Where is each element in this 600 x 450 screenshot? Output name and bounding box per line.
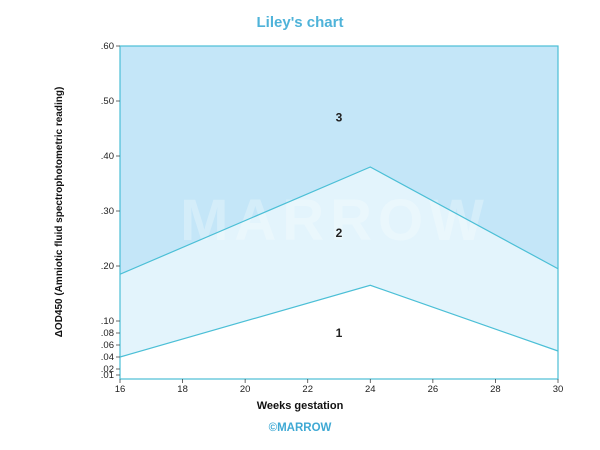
x-tick-label-24: 24 [365,384,376,395]
x-tick-label-16: 16 [115,384,126,395]
y-tick-label-.40: .40 [101,151,114,162]
copyright-text: ©MARROW [269,422,332,434]
y-tick-label-.06: .06 [101,340,114,351]
boundary-lines [119,166,559,358]
zone-label-3: 3 [336,111,343,125]
x-tick-label-28: 28 [490,384,501,395]
x-tick-label-30: 30 [553,384,564,395]
zone-label-1: 1 [336,326,343,340]
plot-frame [119,45,559,380]
y-tick-label-.02: .02 [101,364,114,375]
x-tick-label-26: 26 [428,384,439,395]
x-axis-label: Weeks gestation [257,400,344,412]
y-tick-label-.60: .60 [101,41,114,52]
y-tick-label-.10: .10 [101,316,114,327]
zone-3-fill [120,46,558,275]
x-tick-label-22: 22 [302,384,313,395]
zone-2-fill [120,167,558,357]
y-tick-label-.20: .20 [101,261,114,272]
zone-label-2: 2 [336,226,343,240]
x-tick-label-18: 18 [177,384,188,395]
y-tick-label-.01: .01 [101,370,114,381]
y-axis-ticks: .01.02.04.06.08.10 .20 .30 .40 .50 .60 [101,41,120,381]
plot-border [119,45,559,380]
chart-title: Liley's chart [257,14,344,31]
x-axis-ticks: 16 18 20 22 24 26 28 30 [115,379,564,395]
lower-boundary-line [119,284,559,358]
zone-labels: 3 2 1 [336,111,343,341]
upper-boundary-line [119,166,559,275]
zone-fills [120,46,558,379]
y-tick-label-.04: .04 [101,352,114,363]
x-tick-label-20: 20 [240,384,251,395]
watermark: MARROW [180,188,490,253]
y-tick-label-.50: .50 [101,96,114,107]
y-tick-label-.08: .08 [101,328,114,339]
y-tick-label-.30: .30 [101,206,114,217]
y-axis-label: ΔOD450 (Amniotic fluid spectrophotometri… [54,87,65,338]
